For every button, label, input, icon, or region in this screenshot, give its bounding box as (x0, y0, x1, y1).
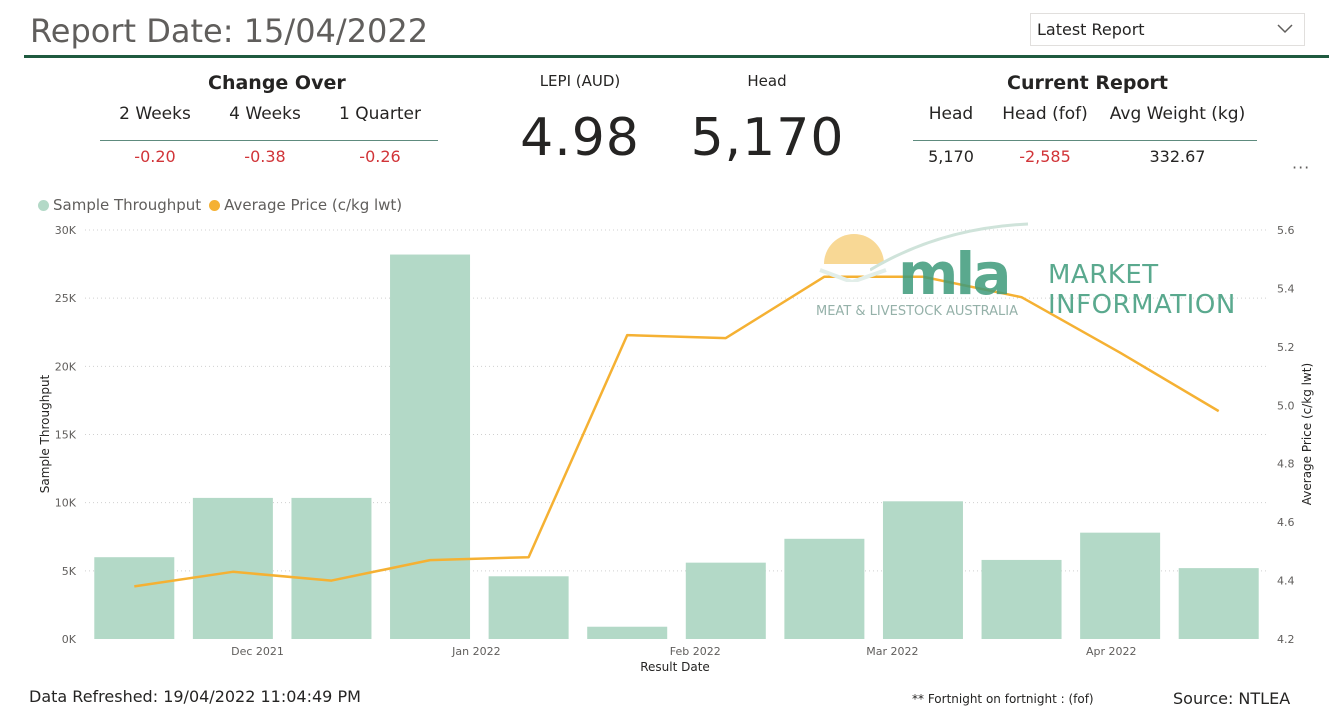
legend-dot-sample-throughput (38, 199, 49, 211)
y2-tick-label: 5.6 (1277, 224, 1295, 237)
report-select-dropdown[interactable]: Latest Report (1030, 13, 1305, 46)
y-tick-label: 30K (55, 224, 77, 237)
bar (784, 538, 865, 639)
head-kpi-label: Head (747, 72, 787, 90)
dropdown-selected-value: Latest Report (1037, 20, 1145, 39)
change-over-value-2weeks: -0.20 (134, 147, 176, 166)
logo-market-information: MARKET INFORMATION (1048, 260, 1236, 320)
y2-tick-label: 4.6 (1277, 516, 1295, 529)
y2-tick-label: 5.4 (1277, 282, 1295, 295)
report-date-title: Report Date: 15/04/2022 (30, 12, 429, 50)
mla-swoosh-icon (870, 222, 1029, 272)
current-report-value-head-fof: -2,585 (1019, 147, 1071, 166)
y-tick-label: 0K (62, 633, 77, 646)
change-over-value-4weeks: -0.38 (244, 147, 286, 166)
change-over-col-4weeks: 4 Weeks (229, 104, 301, 124)
bar (1080, 532, 1161, 639)
y-tick-label: 15K (55, 429, 77, 442)
current-report-divider (913, 140, 1257, 141)
y-tick-label: 10K (55, 497, 77, 510)
data-refreshed-text: Data Refreshed: 19/04/2022 11:04:49 PM (29, 687, 361, 706)
change-over-col-1quarter: 1 Quarter (339, 104, 421, 124)
logo-line-information: INFORMATION (1048, 290, 1236, 320)
y2-tick-label: 5.0 (1277, 399, 1295, 412)
x-tick-label: Jan 2022 (451, 645, 500, 658)
legend-item-average-price[interactable]: Average Price (c/kg lwt) (209, 196, 402, 214)
y-tick-label: 20K (55, 360, 77, 373)
bar (1178, 568, 1259, 639)
bar (291, 497, 372, 639)
x-tick-label: Dec 2021 (231, 645, 284, 658)
mla-logo (810, 222, 1260, 322)
y-tick-label: 25K (55, 292, 77, 305)
bar (587, 626, 668, 639)
change-over-divider (100, 140, 438, 141)
y-axis-title: Sample Throughput (38, 374, 52, 493)
throughput-price-chart: 0K 5K 10K 15K 20K 25K 30K 4.2 4.4 4.6 4.8 5.0 5.2 5.4… (38, 224, 1314, 674)
title-divider (24, 55, 1329, 58)
chevron-down-icon (1277, 24, 1293, 34)
head-kpi-value: 5,170 (690, 108, 845, 168)
bar (94, 557, 175, 639)
legend-label-average-price: Average Price (c/kg lwt) (224, 196, 403, 214)
logo-line-market: MARKET (1048, 260, 1159, 290)
more-options-icon[interactable]: ··· (1292, 158, 1311, 177)
current-report-col-head-fof: Head (fof) (1002, 104, 1088, 124)
change-over-col-2weeks: 2 Weeks (119, 104, 191, 124)
mla-sun-icon (819, 234, 887, 282)
y2-axis-title: Average Price (c/kg lwt) (1300, 363, 1314, 505)
fof-footnote: ** Fortnight on fortnight : (fof) (912, 692, 1094, 706)
bar (390, 254, 471, 640)
current-report-col-head: Head (928, 104, 974, 124)
change-over-title: Change Over (208, 72, 346, 94)
bar (192, 497, 273, 639)
legend-label-sample-throughput: Sample Throughput (53, 196, 202, 214)
bar (685, 562, 766, 639)
x-tick-label: Mar 2022 (866, 645, 918, 658)
y-tick-label: 5K (62, 565, 77, 578)
change-over-value-1quarter: -0.26 (359, 147, 401, 166)
current-report-col-avg-weight: Avg Weight (kg) (1109, 104, 1246, 124)
bar (981, 559, 1062, 639)
current-report-value-head: 5,170 (928, 147, 974, 166)
chart-legend: Sample Throughput Average Price (c/kg lw… (38, 196, 410, 214)
x-tick-label: Feb 2022 (670, 645, 721, 658)
logo-subtitle: MEAT & LIVESTOCK AUSTRALIA (816, 304, 1018, 319)
source-text: Source: NTLEA (1173, 689, 1291, 708)
mla-wordmark: mla (898, 240, 1011, 308)
current-report-title: Current Report (1007, 72, 1168, 94)
y2-tick-label: 4.2 (1277, 633, 1295, 646)
mla-logo-text: mla MARKET INFORMATION MEAT & LIVESTOCK … (810, 222, 1260, 322)
price-line (134, 275, 1220, 588)
legend-item-sample-throughput[interactable]: Sample Throughput (38, 196, 201, 214)
y2-tick-label: 5.2 (1277, 341, 1295, 354)
current-report-value-avg-weight: 332.67 (1149, 147, 1206, 166)
lepi-label: LEPI (AUD) (539, 72, 621, 90)
lepi-value: 4.98 (520, 108, 640, 168)
bar (488, 576, 569, 639)
y2-tick-label: 4.8 (1277, 458, 1295, 471)
y2-tick-label: 4.4 (1277, 575, 1295, 588)
x-axis-title: Result Date (640, 660, 710, 674)
legend-dot-average-price (209, 199, 221, 211)
x-tick-label: Apr 2022 (1086, 645, 1137, 658)
bar (882, 501, 963, 639)
